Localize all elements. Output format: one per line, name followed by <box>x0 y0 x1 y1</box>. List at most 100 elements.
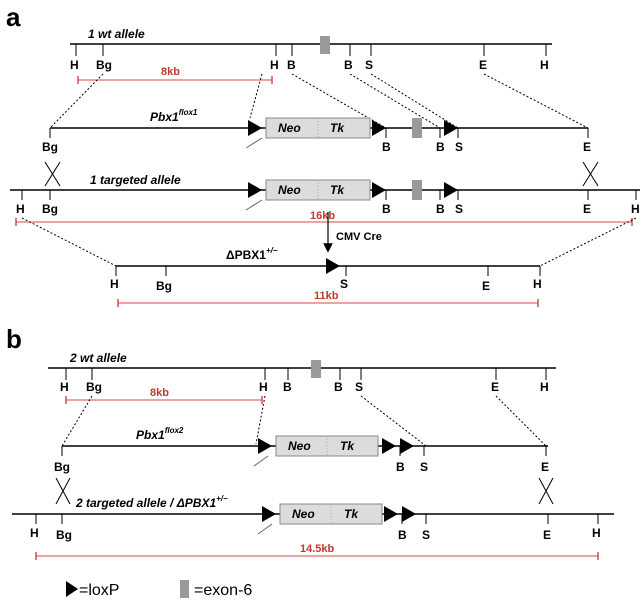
loxp-icon <box>382 438 396 454</box>
loxp-icon <box>248 120 262 136</box>
panel-a-flox-allele: Pbx1flox1 Neo Tk Bg B B S E <box>42 108 591 154</box>
loxp-icon <box>262 506 276 522</box>
site-label: S <box>365 58 373 72</box>
site-label: E <box>479 58 487 72</box>
tk-label: Tk <box>344 507 359 521</box>
site-label: E <box>491 380 499 394</box>
legend-loxp-label: =loxP <box>79 582 119 599</box>
panel-a-targeted-title: 1 targeted allele <box>90 173 181 187</box>
crossover-icon <box>55 477 554 505</box>
crossover-icon <box>44 161 599 187</box>
site-label: Bg <box>156 279 172 293</box>
panel-a-deleted-allele: ΔPBX1+/− H Bg S E H 11kb <box>110 246 542 307</box>
size-label: 14.5kb <box>300 543 335 555</box>
site-label: H <box>16 202 25 216</box>
homology-dotted-lines <box>49 73 589 129</box>
exon-6-box <box>412 118 422 138</box>
site-label: S <box>355 380 363 394</box>
tk-label: Tk <box>330 121 345 135</box>
panel-b-flox-allele: Pbx1flox2 Neo Tk Bg B S E <box>54 426 549 474</box>
site-label: E <box>583 140 591 154</box>
site-label: S <box>422 528 430 542</box>
site-label: S <box>455 140 463 154</box>
site-label: H <box>259 380 268 394</box>
loxp-icon <box>326 258 340 274</box>
tk-label: Tk <box>330 183 345 197</box>
exon-6-icon <box>180 580 189 598</box>
panel-a-deleted-title: ΔPBX1+/− <box>226 246 278 262</box>
site-label: H <box>592 526 601 540</box>
neo-label: Neo <box>278 121 301 135</box>
panel-b-letter: b <box>6 324 22 354</box>
legend: =loxP =exon-6 <box>66 580 252 599</box>
site-label: B <box>382 202 391 216</box>
neo-label: Neo <box>288 439 311 453</box>
site-label: B <box>436 140 445 154</box>
panel-a-wt-allele: 1 wt allele H Bg H B B S E H 8kb <box>70 27 552 84</box>
site-label: E <box>482 279 490 293</box>
loxp-icon <box>372 120 386 136</box>
site-label: H <box>70 58 79 72</box>
site-label: B <box>382 140 391 154</box>
exon-6-box <box>320 36 330 54</box>
site-label: S <box>455 202 463 216</box>
tk-label: Tk <box>340 439 355 453</box>
loxp-icon <box>248 182 262 198</box>
site-label: H <box>533 277 542 291</box>
loxp-icon <box>444 182 458 198</box>
site-label: B <box>287 58 296 72</box>
site-label: B <box>344 58 353 72</box>
site-label: Bg <box>54 460 70 474</box>
site-label: B <box>396 460 405 474</box>
size-label: 8kb <box>161 66 180 78</box>
loxp-icon <box>400 438 414 454</box>
site-label: Bg <box>56 528 72 542</box>
site-label: H <box>30 526 39 540</box>
site-label: Bg <box>96 58 112 72</box>
panel-b-wt-allele: 2 wt allele H Bg H B B S E H 8kb <box>48 351 556 404</box>
panel-a-targeted-allele: 1 targeted allele Neo Tk H Bg B B S E H … <box>10 173 640 226</box>
site-label: H <box>270 58 279 72</box>
size-label: 16kb <box>310 210 335 222</box>
loxp-icon <box>258 438 272 454</box>
site-label: H <box>631 202 640 216</box>
size-label: 8kb <box>150 387 169 399</box>
site-label: S <box>340 277 348 291</box>
site-label: E <box>543 528 551 542</box>
panel-b-targeted-allele: 2 targeted allele / ΔPBX1+/− Neo Tk H Bg… <box>12 494 614 560</box>
site-label: H <box>540 380 549 394</box>
loxp-icon <box>384 506 398 522</box>
panel-a-flox-title: Pbx1flox1 <box>150 108 198 124</box>
neo-label: Neo <box>292 507 315 521</box>
site-label: Bg <box>42 140 58 154</box>
site-label: Bg <box>86 380 102 394</box>
panel-a-letter: a <box>6 2 21 32</box>
site-label: Bg <box>42 202 58 216</box>
site-label: H <box>540 58 549 72</box>
panel-a-wt-title: 1 wt allele <box>88 27 145 41</box>
cre-label: CMV Cre <box>336 231 382 243</box>
site-label: S <box>420 460 428 474</box>
homology-dotted-lines <box>21 217 637 267</box>
homology-dotted-lines <box>61 395 547 447</box>
neo-label: Neo <box>278 183 301 197</box>
exon-6-box <box>311 360 321 378</box>
size-label: 11kb <box>314 290 339 302</box>
site-label: E <box>583 202 591 216</box>
legend-exon-label: =exon-6 <box>194 582 252 599</box>
exon-6-box <box>412 180 422 200</box>
site-label: B <box>283 380 292 394</box>
loxp-icon <box>372 182 386 198</box>
loxp-icon <box>66 581 78 597</box>
site-label: B <box>398 528 407 542</box>
site-label: H <box>110 277 119 291</box>
cre-arrow: CMV Cre <box>323 212 382 253</box>
site-label: B <box>436 202 445 216</box>
site-label: E <box>541 460 549 474</box>
loxp-icon <box>444 120 458 136</box>
site-label: B <box>334 380 343 394</box>
panel-b-wt-title: 2 wt allele <box>69 351 127 365</box>
loxp-icon <box>402 506 416 522</box>
site-label: H <box>60 380 69 394</box>
